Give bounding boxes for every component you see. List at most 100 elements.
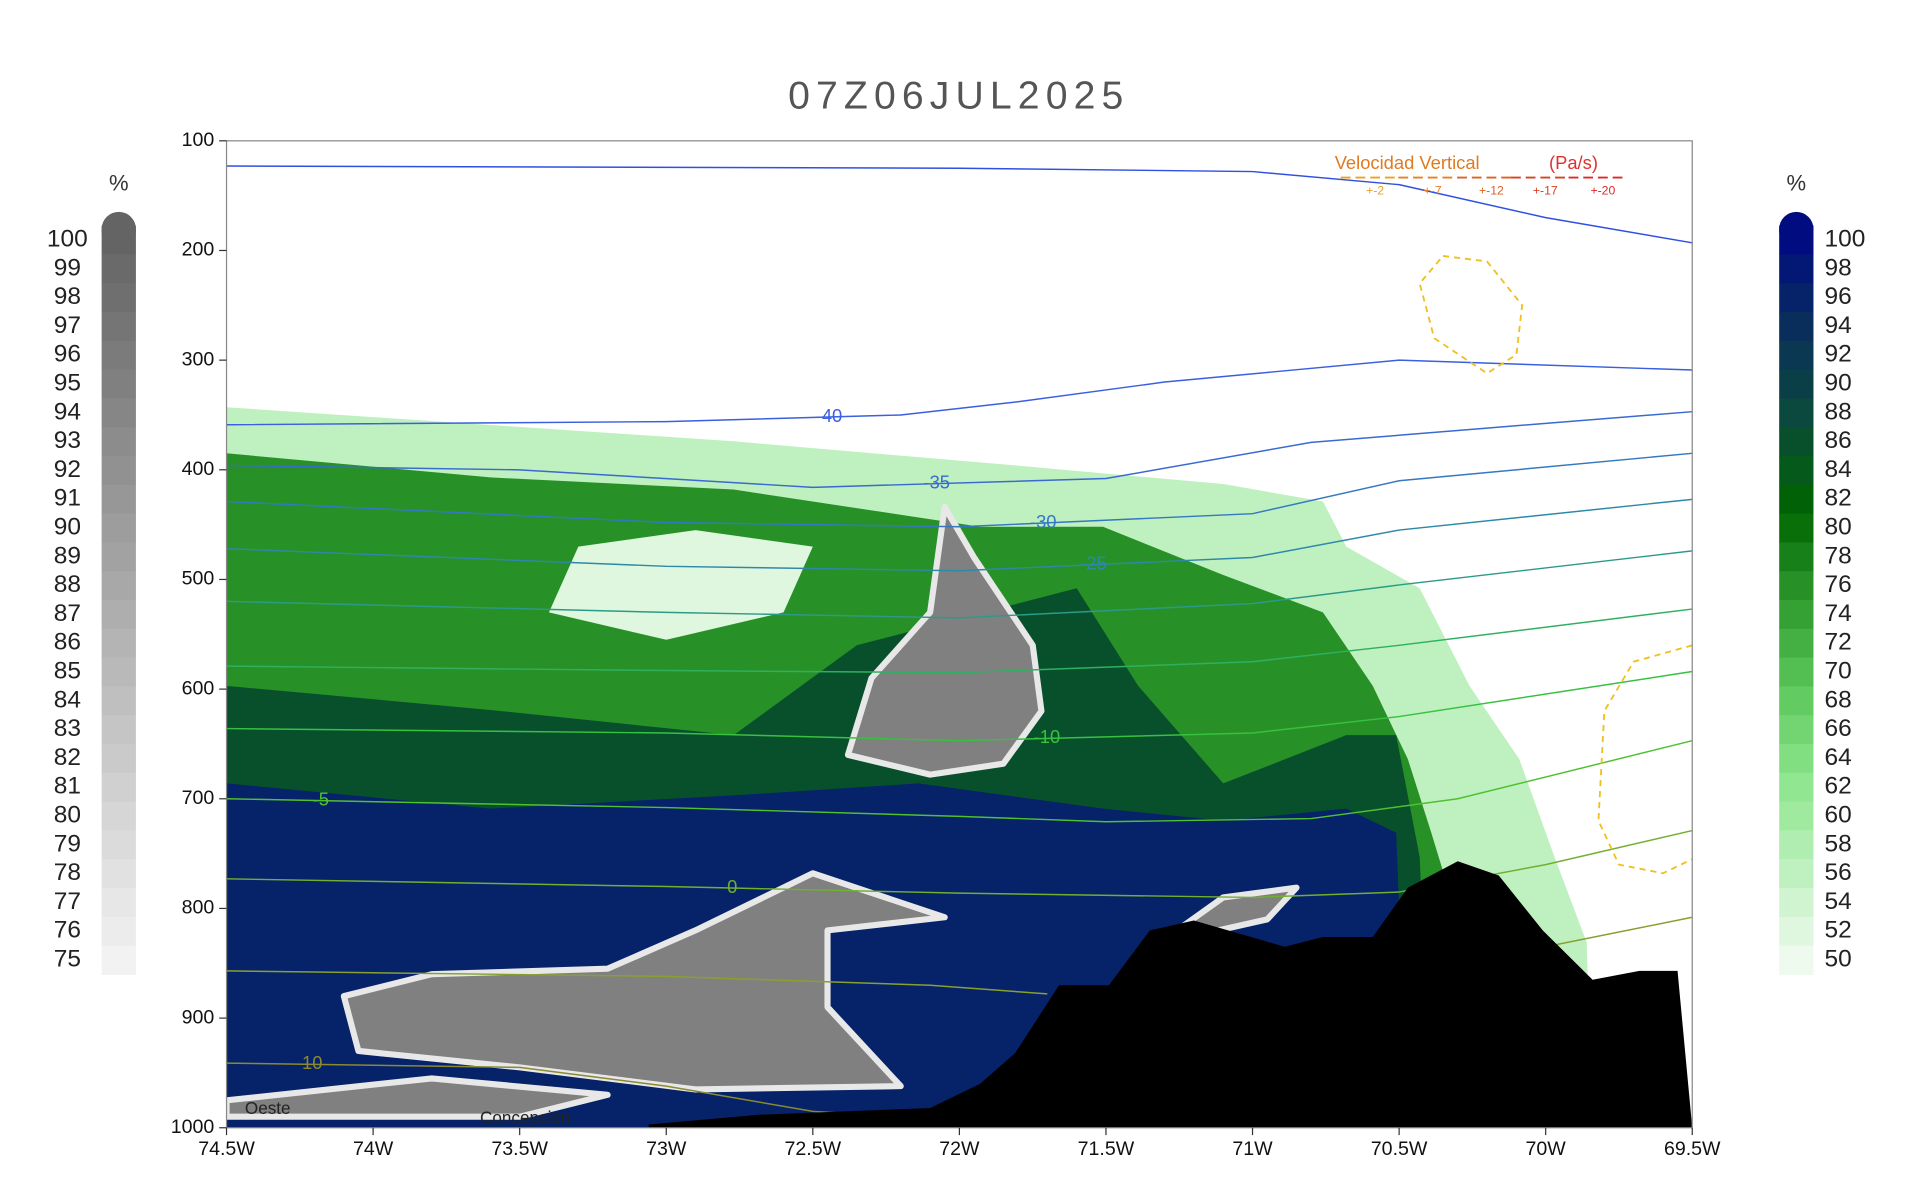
colorbar-swatch [101,254,136,284]
colorbar-swatch [101,340,136,371]
temperature-contour [226,550,1693,619]
colorbar-swatch [101,513,136,544]
colorbar-swatch [1779,744,1814,774]
legend-label: +-17 [1533,183,1558,197]
y-tick-label: 1000 [171,1116,215,1138]
colorbar-label: 52 [1824,917,1851,944]
contour-label: -5 [313,789,329,810]
colorbar-label: 95 [54,369,81,396]
colorbar-label: 66 [1824,715,1851,742]
chart-title: 07Z06JUL2025 [788,74,1129,117]
temperature-contour [226,165,1693,244]
colorbar-label: 81 [54,773,81,800]
colorbar-label: 79 [54,830,81,857]
colorbar-label: 80 [1824,513,1851,540]
place-label: Concepcion [480,1108,570,1128]
colorbar-swatch [1779,801,1814,832]
temperature-contour [226,739,1693,823]
colorbar-swatch [1779,369,1814,400]
cloud-region [844,504,1045,778]
colorbar-label: 97 [54,312,81,339]
colorbar-label: 94 [54,398,81,425]
colorbar-swatch [1779,340,1814,371]
legend-title: Velocidad Vertical [1335,152,1480,173]
x-tick-label: 71.5W [1078,1138,1135,1160]
colorbar-label: 82 [1824,485,1851,512]
colorbar-swatch [1779,456,1814,486]
colorbar-swatch [101,859,136,889]
y-tick-label: 800 [182,897,215,919]
colorbar-swatch [1779,254,1814,284]
colorbar-swatch [1779,283,1814,313]
colorbar-swatch [101,801,136,832]
colorbar-unit: % [1787,171,1807,196]
colorbar-label: 64 [1824,744,1851,771]
colorbar-swatch [101,916,136,947]
colorbar-label: 83 [54,715,81,742]
colorbar-swatch [101,398,136,428]
colorbar-swatch [1779,225,1814,256]
colorbar-swatch [101,744,136,774]
colorbar-label: 96 [54,341,81,368]
y-tick-label: 700 [182,787,215,809]
colorbar-label: 96 [1824,283,1851,310]
temperature-contour [226,498,1693,572]
colorbar-label: 90 [1824,369,1851,396]
colorbar-swatch [1779,830,1814,860]
x-tick-label: 69.5W [1664,1138,1721,1160]
colorbar-swatch [1779,916,1814,947]
colorbar-swatch [101,657,136,688]
colorbar-label: 77 [54,888,81,915]
colorbar-label: 99 [54,254,81,281]
legend-label: +-12 [1479,183,1504,197]
x-tick-label: 70.5W [1371,1138,1428,1160]
colorbar-swatch [101,225,136,256]
y-tick-label: 300 [182,348,215,370]
colorbar-swatch [101,571,136,601]
colorbar-swatch [101,369,136,400]
colorbar-swatch [1779,772,1814,803]
temperature-contour [226,916,1693,995]
contour-label: -10 [1034,726,1061,747]
temperature-contour [226,359,1693,426]
colorbar-swatch [101,945,136,976]
colorbar-label: 54 [1824,888,1851,915]
colorbar-label: 75 [54,945,81,972]
colorbar-swatch [101,312,136,342]
colorbar-label: 84 [1824,456,1851,483]
y-tick-label: 500 [182,568,215,590]
colorbar-label: 93 [54,427,81,454]
colorbar-label: 94 [1824,312,1851,339]
colorbar-label: 91 [54,485,81,512]
colorbar-label: 86 [1824,427,1851,454]
colorbar-swatch [101,427,136,457]
colorbar-swatch [101,484,136,515]
colorbar-label: 76 [1824,571,1851,598]
colorbar-label: 100 [1824,225,1865,252]
colorbar-swatch [1779,657,1814,688]
colorbar-swatch [101,686,136,716]
y-tick-label: 600 [182,677,215,699]
colorbar-swatch [1779,571,1814,601]
x-tick-label: 72.5W [785,1138,842,1160]
x-tick-label: 74W [353,1138,394,1160]
contour-label: -25 [1080,553,1107,574]
colorbar-label: 98 [1824,254,1851,281]
colorbar-label: 76 [54,917,81,944]
colorbar-swatch [1779,513,1814,544]
terrain [648,861,1693,1128]
colorbar-swatch [101,715,136,745]
humidity-region [548,530,813,640]
colorbar-swatch [1779,542,1814,572]
y-tick-label: 200 [182,239,215,261]
colorbar-label: 50 [1824,945,1851,972]
colorbar-label: 87 [54,600,81,627]
x-tick-label: 72W [939,1138,980,1160]
temperature-contour [226,452,1693,528]
place-label: Oeste [245,1098,291,1118]
colorbar-label: 86 [54,629,81,656]
contour-label: -40 [816,405,843,426]
colorbar-label: 88 [54,571,81,598]
